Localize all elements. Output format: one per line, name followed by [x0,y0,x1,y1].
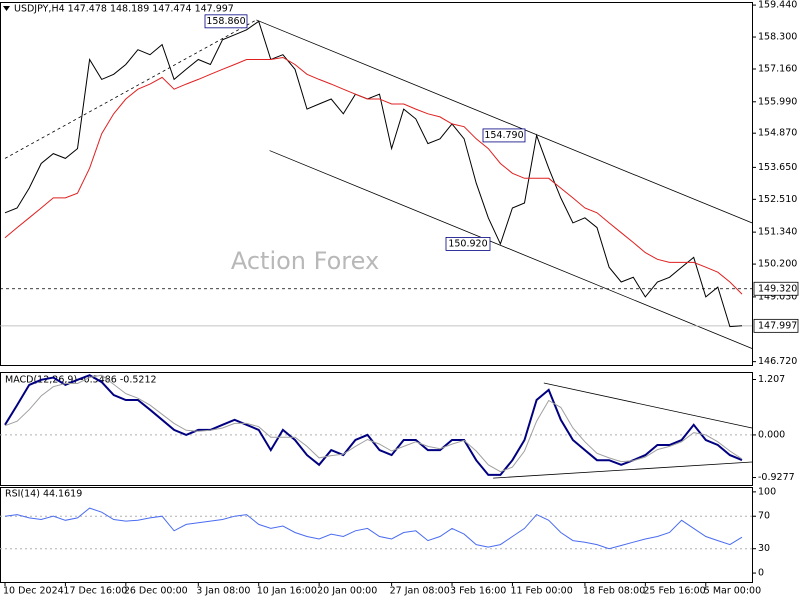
watermark: Action Forex [231,247,379,275]
annotation-label: 158.860 [206,16,245,27]
annotation-box [204,14,248,29]
y-tick-label: 158.300 [758,32,797,43]
annotation-label: 154.790 [484,130,523,141]
series-line [4,56,743,295]
series-line [4,507,743,550]
y-tick-label: 0 [758,568,764,579]
x-tick-label: 10 Jan 16:00 [257,586,317,597]
y-tick-label: 159.440 [758,0,797,11]
trend-line [543,382,753,429]
x-tick-label: 20 Jan 00:00 [317,586,377,597]
annotation-box [482,128,526,143]
y-tick-label: 150.200 [758,259,797,270]
y-tick-label: 151.340 [758,227,797,238]
x-tick-label: 5 Mar 00:00 [704,586,761,597]
x-tick-label: 3 Jan 08:00 [196,586,250,597]
symbol-icon [3,6,10,11]
panel-frame [0,372,753,486]
y-tick-label: 100 [758,486,776,497]
panel-title: RSI(14) 44.1619 [5,489,82,500]
trend-line [493,461,753,479]
y-tick-label: 152.510 [758,194,797,205]
trend-line [269,150,753,349]
y-tick-label: 1.207 [758,374,785,385]
x-tick-label: 18 Feb 08:00 [583,586,645,597]
annotation-label: 150.920 [448,238,487,249]
x-tick-label: 27 Jan 08:00 [390,586,450,597]
x-tick-label: 11 Feb 00:00 [510,586,572,597]
panel-title: USDJPY,H4 147.478 148.189 147.474 147.99… [14,4,234,15]
y-tick-label: 153.650 [758,162,797,173]
y-tick-label: 0.000 [758,429,785,440]
y-tick-label: 155.990 [758,96,797,107]
y-tick-label: 70 [758,511,770,522]
panel-title: MACD(12,26,9) -0.5486 -0.5212 [5,375,157,386]
x-tick-label: 26 Dec 00:00 [124,586,188,597]
price-label: 147.997 [758,320,797,331]
series-line [4,374,743,476]
x-tick-label: 3 Feb 16:00 [450,586,506,597]
series-line [4,374,743,473]
trend-line [256,19,753,224]
x-tick-label: 17 Dec 16:00 [63,586,127,597]
y-tick-label: 157.160 [758,63,797,74]
panel-frame [0,2,753,366]
y-tick-label: 146.720 [758,356,797,367]
annotation-box [445,237,491,251]
y-tick-label: 149.030 [758,291,797,302]
price-label: 149.320 [758,283,797,294]
y-tick-label: 154.870 [758,128,797,139]
y-tick-label: 30 [758,543,770,554]
x-tick-label: 10 Dec 2024 [3,586,64,597]
price-label-box [753,318,799,333]
x-tick-label: 25 Feb 16:00 [643,586,705,597]
series-line [4,20,743,328]
price-label-box [753,281,799,296]
panel-frame [0,487,753,583]
y-tick-label: -0.9277 [758,472,795,483]
